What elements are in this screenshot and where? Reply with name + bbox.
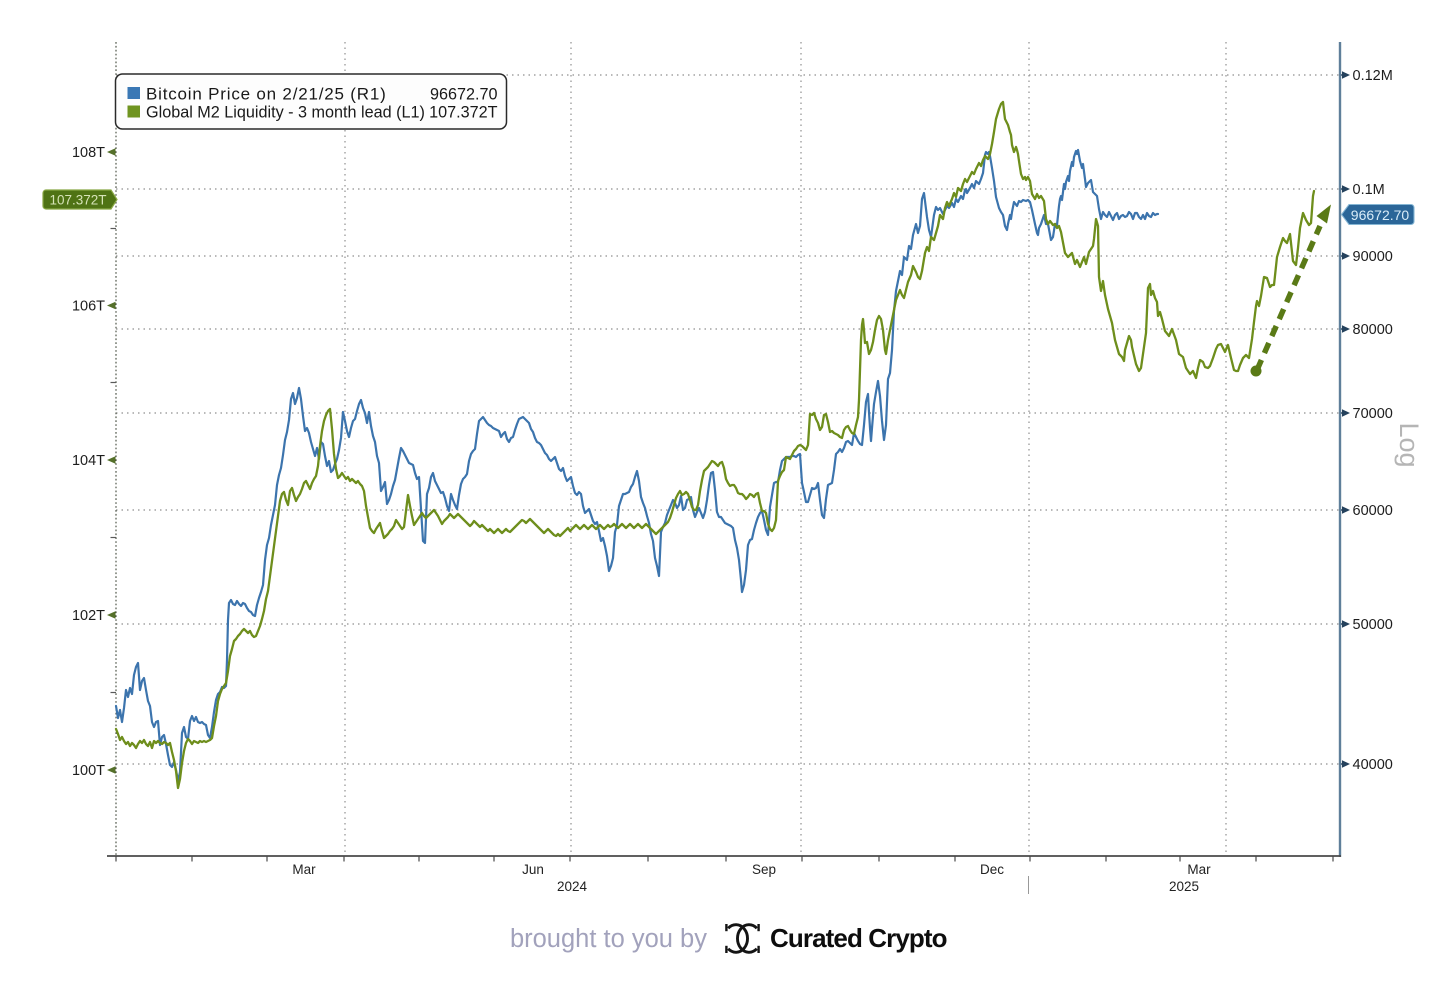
svg-text:0.1M: 0.1M [1353,182,1385,198]
svg-text:Global M2 Liquidity - 3 month: Global M2 Liquidity - 3 month lead (L1) [146,104,425,122]
svg-text:90000: 90000 [1353,249,1393,265]
svg-text:Sep: Sep [752,862,776,877]
svg-text:70000: 70000 [1353,406,1393,422]
svg-text:Log: Log [1394,422,1424,467]
svg-text:50000: 50000 [1353,617,1393,633]
svg-text:Bitcoin Price on 2/21/25 (R1): Bitcoin Price on 2/21/25 (R1) [146,85,387,104]
svg-text:106T: 106T [72,299,105,315]
svg-text:107.372T: 107.372T [49,193,106,208]
svg-text:80000: 80000 [1353,322,1393,338]
svg-text:60000: 60000 [1353,503,1393,519]
svg-text:96672.70: 96672.70 [1351,207,1410,223]
svg-text:40000: 40000 [1353,757,1393,773]
svg-text:100T: 100T [72,763,105,779]
svg-text:Mar: Mar [1187,862,1211,877]
svg-text:2025: 2025 [1169,879,1199,894]
svg-text:96672.70: 96672.70 [430,86,498,104]
svg-text:Curated Crypto: Curated Crypto [770,923,947,953]
svg-text:brought to you by: brought to you by [510,925,707,953]
svg-text:102T: 102T [72,608,105,624]
svg-text:0.12M: 0.12M [1353,68,1393,84]
svg-text:2024: 2024 [557,879,588,894]
svg-text:Mar: Mar [292,862,316,877]
svg-text:Jun: Jun [522,862,544,877]
svg-text:108T: 108T [72,145,105,161]
svg-text:104T: 104T [72,453,105,469]
svg-text:Dec: Dec [980,862,1004,877]
svg-text:107.372T: 107.372T [429,104,498,122]
